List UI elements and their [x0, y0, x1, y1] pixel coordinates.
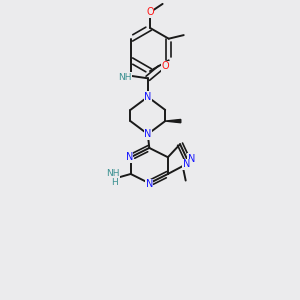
Text: O: O: [161, 61, 169, 71]
Text: N: N: [146, 179, 153, 189]
Text: O: O: [146, 7, 154, 17]
Polygon shape: [165, 119, 181, 123]
Text: N: N: [183, 159, 190, 169]
Text: NH: NH: [106, 169, 119, 178]
Text: NH: NH: [118, 73, 131, 82]
Text: N: N: [125, 152, 133, 162]
Text: N: N: [188, 154, 195, 164]
Text: N: N: [144, 129, 152, 139]
Text: H: H: [111, 178, 118, 187]
Text: N: N: [144, 92, 152, 102]
